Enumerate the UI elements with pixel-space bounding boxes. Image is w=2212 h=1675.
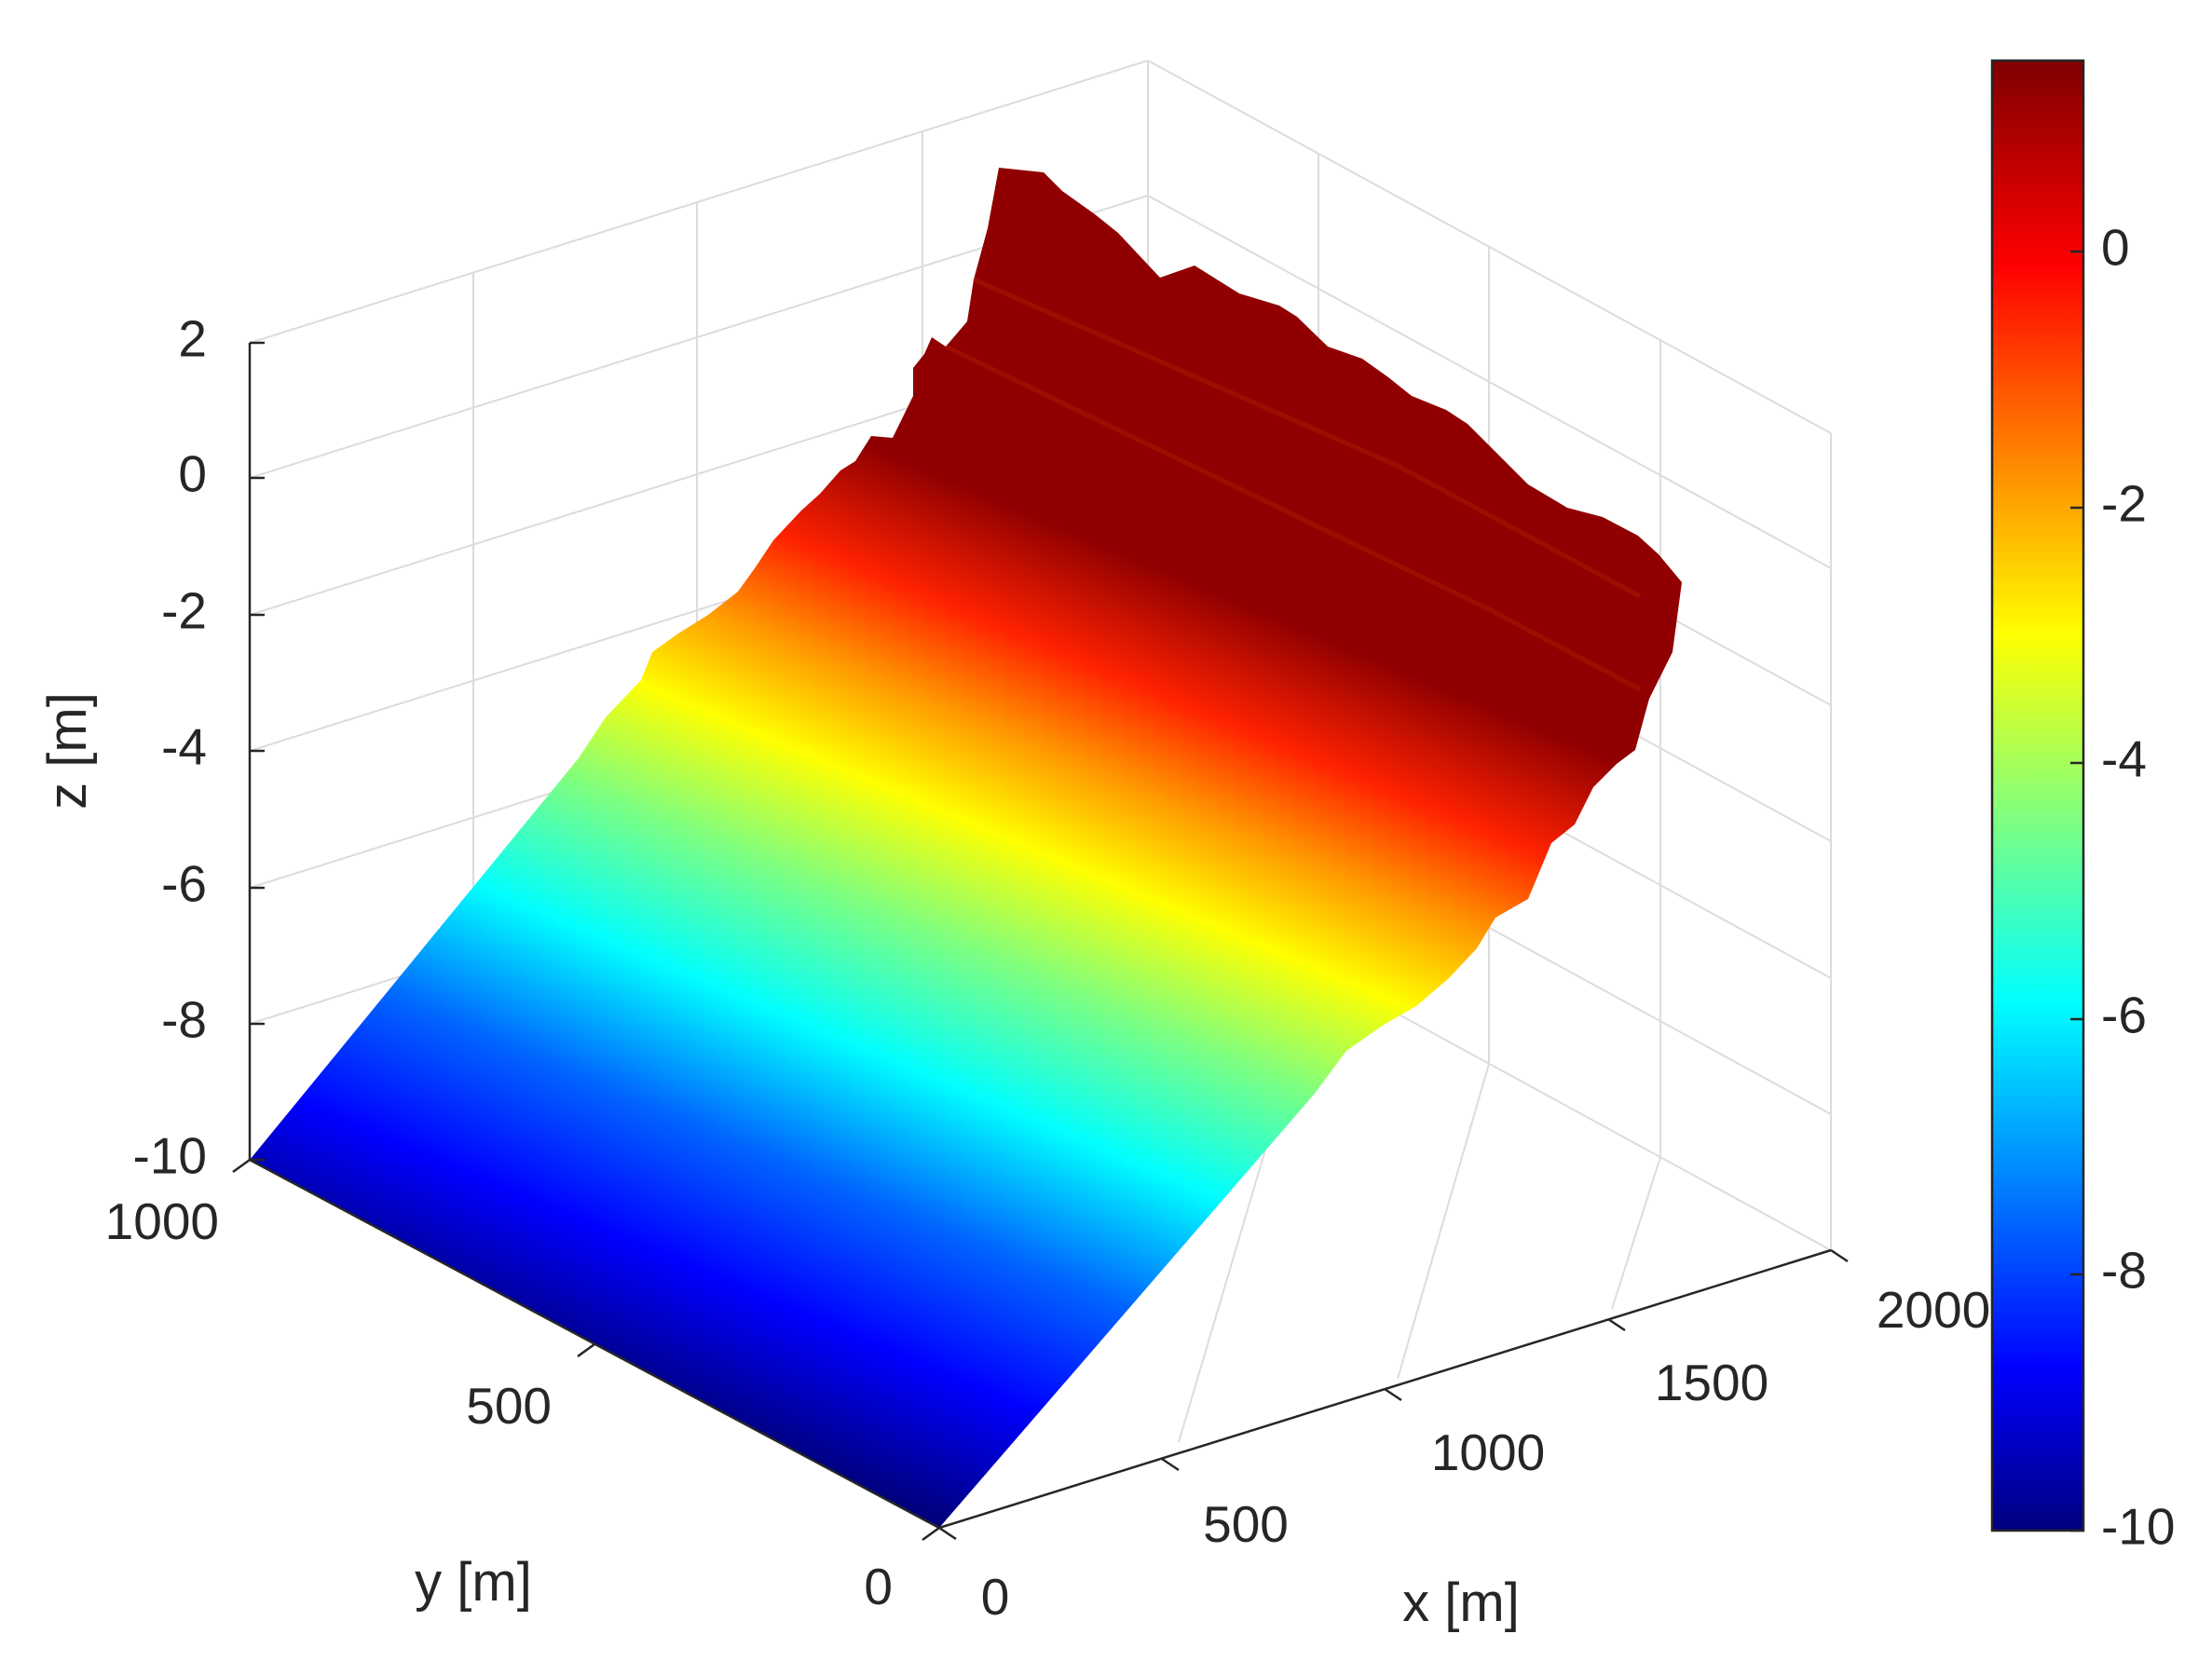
y-axis-line <box>249 1158 940 1530</box>
z-tick-label: -8 <box>161 991 207 1049</box>
x-tick <box>1161 1457 1180 1472</box>
colorbar-tick-label: 0 <box>2101 219 2130 277</box>
surface <box>250 168 1682 1528</box>
y-tick-label: 1000 <box>105 1192 219 1250</box>
colorbar-tick-label: -8 <box>2101 1242 2147 1300</box>
z-tick-labels: 2 0 -2 -4 -6 -8 -10 <box>133 310 208 1185</box>
colorbar-tick-label: -4 <box>2101 730 2147 788</box>
y-tick-label: 500 <box>466 1377 552 1435</box>
z-tick-label: 0 <box>178 445 207 503</box>
z-tick-label: -10 <box>133 1127 208 1185</box>
y-tick-labels: 1000 500 0 <box>105 1192 893 1615</box>
axes <box>232 341 1849 1542</box>
y-tick <box>577 1342 595 1358</box>
z-tick-label: 2 <box>178 310 207 368</box>
y-tick-label: 0 <box>864 1558 893 1615</box>
x-axis-label: x [m] <box>1402 1573 1520 1633</box>
colorbar-tick-label: -6 <box>2101 987 2147 1044</box>
z-tick-label: -2 <box>161 582 207 640</box>
x-tick <box>1384 1387 1402 1402</box>
colorbar-tick-label: -10 <box>2101 1498 2176 1556</box>
colorbar: -10 -8 -6 -4 -2 0 <box>1990 59 2176 1556</box>
x-tick <box>1607 1317 1626 1332</box>
x-tick-label: 500 <box>1203 1495 1289 1553</box>
x-tick-label: 0 <box>981 1568 1010 1626</box>
x-tick <box>1830 1248 1849 1263</box>
z-axis-label: z [m] <box>37 692 98 810</box>
z-tick-label: -4 <box>161 718 207 776</box>
z-tick-label: -6 <box>161 855 207 913</box>
x-tick-label: 2000 <box>1877 1281 1990 1339</box>
x-tick-label: 1000 <box>1431 1423 1545 1481</box>
y-tick <box>922 1526 940 1542</box>
x-tick-label: 1500 <box>1655 1354 1768 1411</box>
y-tick <box>232 1158 251 1174</box>
surface-patch <box>250 168 1682 1528</box>
x-tick-labels: 0 500 1000 1500 2000 <box>981 1281 1990 1626</box>
surface-ridge-shading <box>944 277 1642 692</box>
y-axis-label: y [m] <box>415 1552 532 1613</box>
colorbar-tick-label: -2 <box>2101 475 2147 533</box>
colorbar-scale <box>1990 59 2085 1532</box>
x-tick <box>938 1526 957 1541</box>
